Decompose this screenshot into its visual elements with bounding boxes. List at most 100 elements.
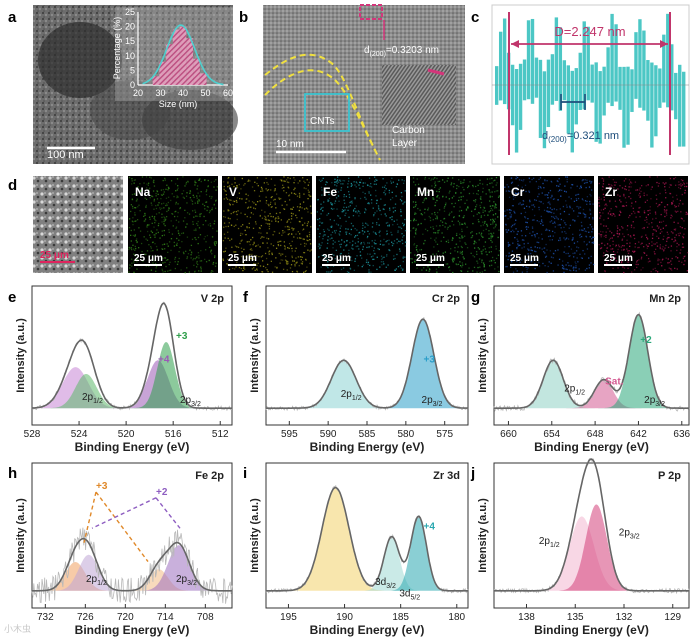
eds-dot <box>229 239 231 242</box>
eds-dot <box>307 249 309 251</box>
eds-dot <box>368 191 370 193</box>
eds-dot <box>338 240 340 242</box>
eds-dot <box>531 260 533 262</box>
eds-dot <box>366 253 369 255</box>
eds-dot <box>438 190 440 193</box>
fit-component <box>494 314 689 409</box>
profile-bar-down <box>678 85 682 147</box>
eds-dot <box>572 269 575 271</box>
eds-dot <box>546 206 549 209</box>
eds-dot <box>328 229 330 231</box>
eds-dot <box>554 226 556 228</box>
profile-bar-down <box>538 85 543 138</box>
eds-dot <box>631 202 633 204</box>
eds-dot <box>230 238 233 240</box>
eds-dot <box>484 220 486 223</box>
eds-dot <box>397 231 399 234</box>
eds-dot <box>189 190 192 193</box>
eds-dot <box>479 271 481 274</box>
eds-dot <box>320 180 322 183</box>
eds-dot <box>403 234 405 237</box>
eds-dot <box>164 270 166 273</box>
eds-dot <box>622 227 624 229</box>
eds-dot <box>260 224 263 227</box>
eds-dot <box>662 246 664 248</box>
eds-dot <box>180 232 183 235</box>
eds-dot <box>163 202 165 204</box>
eds-dot <box>261 255 264 257</box>
eds-dot <box>198 257 200 259</box>
eds-dot <box>629 255 631 258</box>
eds-dot <box>256 269 258 271</box>
eds-dot <box>580 235 583 238</box>
x-tick-label: 585 <box>359 429 376 440</box>
eds-dot <box>458 210 461 212</box>
eds-dot <box>266 263 269 266</box>
eds-dot <box>309 195 311 197</box>
eds-dot <box>258 255 260 258</box>
inset-bar <box>159 61 167 85</box>
eds-dot <box>674 206 676 208</box>
eds-dot <box>619 199 621 201</box>
eds-dot <box>345 220 347 223</box>
eds-dot <box>640 258 643 260</box>
eds-dot <box>399 265 402 267</box>
eds-dot <box>679 184 681 186</box>
eds-dot <box>333 208 335 210</box>
eds-dot <box>435 258 438 261</box>
eds-dot <box>164 217 166 219</box>
eds-dot <box>434 176 436 179</box>
eds-dot <box>413 260 416 263</box>
eds-dot <box>432 178 435 180</box>
eds-dot <box>197 192 199 194</box>
profile-bar-up <box>658 68 662 85</box>
eds-dot <box>471 235 474 237</box>
eds-dot <box>229 218 231 220</box>
eds-dot <box>589 236 591 238</box>
eds-dot <box>626 248 628 250</box>
eds-dot <box>676 249 678 252</box>
eds-dot <box>551 239 554 241</box>
eds-dot <box>482 187 484 190</box>
eds-dot <box>136 241 138 244</box>
eds-dot <box>668 186 671 188</box>
eds-dot <box>607 212 610 215</box>
eds-dot <box>437 232 439 234</box>
eds-dot <box>274 203 276 206</box>
profile-bar-down <box>590 85 594 103</box>
eds-dot <box>570 187 572 189</box>
eds-dot <box>237 210 239 212</box>
eds-dot <box>652 229 655 231</box>
eds-dot <box>174 261 176 263</box>
eds-dot <box>551 215 553 218</box>
eds-dot <box>242 224 244 226</box>
eds-dot <box>381 258 383 260</box>
eds-dot <box>352 214 355 217</box>
eds-dot <box>607 217 609 219</box>
eds-dot <box>450 184 452 186</box>
eds-dot <box>154 242 156 245</box>
eds-dot <box>663 211 666 213</box>
eds-dot <box>477 184 479 186</box>
eds-dot <box>589 224 591 226</box>
eds-dot <box>257 262 259 265</box>
eds-dot <box>388 243 390 245</box>
eds-dot <box>472 215 475 217</box>
eds-dot <box>652 218 654 220</box>
eds-dot <box>355 186 357 188</box>
eds-dot <box>655 202 658 205</box>
eds-dot <box>191 252 193 254</box>
eds-dot <box>464 202 466 205</box>
eds-dot <box>477 262 479 264</box>
x-tick-label: 516 <box>165 429 182 440</box>
eds-dot <box>258 227 261 229</box>
eds-dot <box>251 268 254 270</box>
eds-dot <box>276 266 278 269</box>
eds-dot <box>355 235 357 237</box>
eds-dot <box>414 259 416 261</box>
eds-dot <box>578 268 580 270</box>
eds-dot <box>199 213 201 215</box>
eds-dot <box>338 233 340 235</box>
eds-dot <box>232 211 235 214</box>
eds-dot <box>415 219 417 222</box>
